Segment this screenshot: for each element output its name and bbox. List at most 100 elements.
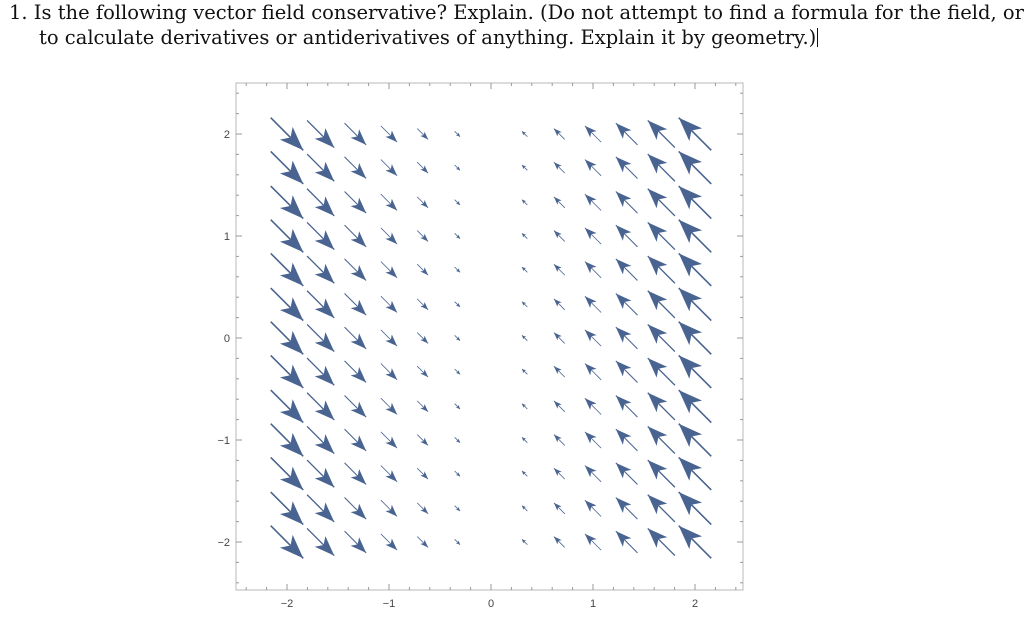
arrow-head xyxy=(615,429,632,445)
vector-arrow xyxy=(344,224,367,248)
question-line-2: to calculate derivatives or antiderivati… xyxy=(9,25,1009,50)
arrow-head xyxy=(279,399,304,423)
arrow-head xyxy=(521,403,527,408)
arrow-head xyxy=(647,528,668,548)
vector-arrow xyxy=(521,505,528,512)
arrow-head xyxy=(385,198,398,211)
vector-arrow xyxy=(647,119,676,149)
vector-arrow xyxy=(270,117,304,151)
arrow-head xyxy=(455,336,461,341)
arrow-head xyxy=(678,253,703,277)
arrow-head xyxy=(615,462,632,479)
arrow-head xyxy=(455,540,461,545)
arrow-head xyxy=(420,131,429,140)
vector-arrow xyxy=(306,221,335,251)
arrow-head xyxy=(350,299,367,316)
vector-arrow xyxy=(270,456,304,491)
vector-arrow xyxy=(306,459,335,488)
vector-arrow xyxy=(584,329,602,347)
y-tick-label: 2 xyxy=(224,129,230,141)
arrow-head xyxy=(350,231,367,247)
arrow-head xyxy=(455,370,461,375)
arrow-head xyxy=(350,401,367,418)
arrow-head xyxy=(615,360,632,377)
plot-frame xyxy=(235,82,744,591)
vector-arrow xyxy=(553,502,566,515)
vector-arrow xyxy=(678,252,712,287)
vector-arrow xyxy=(270,525,304,559)
vector-arrow xyxy=(270,287,304,322)
vector-arrow xyxy=(344,428,367,452)
arrow-head xyxy=(553,128,562,137)
arrow-head xyxy=(584,329,597,342)
arrow-head xyxy=(350,468,367,485)
arrow-head xyxy=(385,164,398,176)
arrow-head xyxy=(584,194,597,206)
arrow-head xyxy=(615,497,632,514)
arrow-head xyxy=(678,492,703,516)
arrow-head xyxy=(279,466,304,490)
vector-arrow xyxy=(416,502,429,515)
y-tick-label: 1 xyxy=(224,231,230,243)
arrow-head xyxy=(420,165,429,174)
arrow-head xyxy=(350,129,367,145)
vector-arrow xyxy=(306,527,335,557)
arrow-head xyxy=(420,505,429,514)
arrow-head xyxy=(647,222,668,242)
vector-arrow xyxy=(615,530,638,554)
arrow-head xyxy=(455,234,461,239)
vector-arrow xyxy=(553,196,566,209)
vector-arrow xyxy=(344,462,367,485)
vector-arrow xyxy=(454,233,461,239)
arrow-head xyxy=(314,298,335,318)
vector-arrow xyxy=(416,263,429,276)
vector-arrow xyxy=(521,403,528,410)
arrow-head xyxy=(385,130,398,143)
arrow-head xyxy=(553,264,562,273)
arrow-head xyxy=(385,402,398,415)
vector-arrow xyxy=(306,425,335,455)
vector-arrow xyxy=(306,188,335,217)
vector-arrow xyxy=(344,395,367,418)
y-tick-label: −2 xyxy=(217,537,230,549)
vector-arrow xyxy=(647,392,676,421)
vector-arrow xyxy=(678,354,712,389)
arrow-head xyxy=(553,468,562,477)
arrow-head xyxy=(584,261,597,274)
vector-arrow xyxy=(306,494,335,523)
vector-arrow xyxy=(454,199,461,206)
arrow-head xyxy=(385,334,398,347)
arrow-head xyxy=(455,438,461,443)
arrow-head xyxy=(420,233,429,242)
vector-arrow xyxy=(380,227,398,245)
vector-arrow xyxy=(678,321,712,355)
vector-arrow xyxy=(678,185,712,220)
vector-arrow xyxy=(344,156,367,179)
vector-arrow xyxy=(454,470,461,477)
axis-ticks: −2 −1 0 1 2 2 1 0 −1 −2 xyxy=(217,83,743,610)
vector-arrow xyxy=(416,536,429,548)
x-tick-label: −1 xyxy=(383,598,396,610)
y-tick-label: 0 xyxy=(224,333,230,345)
vector-arrow xyxy=(584,465,602,483)
vector-arrow xyxy=(454,437,461,443)
arrow-head xyxy=(647,460,668,480)
vector-arrow xyxy=(454,164,461,171)
arrow-head xyxy=(385,300,398,313)
arrow-head xyxy=(455,506,461,512)
vector-arrow xyxy=(306,290,335,319)
vector-arrow xyxy=(416,196,429,209)
arrow-head xyxy=(553,536,562,545)
arrow-head xyxy=(420,403,429,412)
arrow-head xyxy=(584,533,597,546)
vector-arrow xyxy=(521,470,528,477)
arrow-head xyxy=(553,230,562,239)
vector-arrow xyxy=(678,456,712,491)
arrow-head xyxy=(350,366,367,383)
vector-arrow xyxy=(647,527,676,557)
vector-arrow xyxy=(647,494,676,523)
arrow-head xyxy=(553,434,562,443)
arrow-head xyxy=(420,437,429,446)
arrow-head xyxy=(279,534,304,559)
